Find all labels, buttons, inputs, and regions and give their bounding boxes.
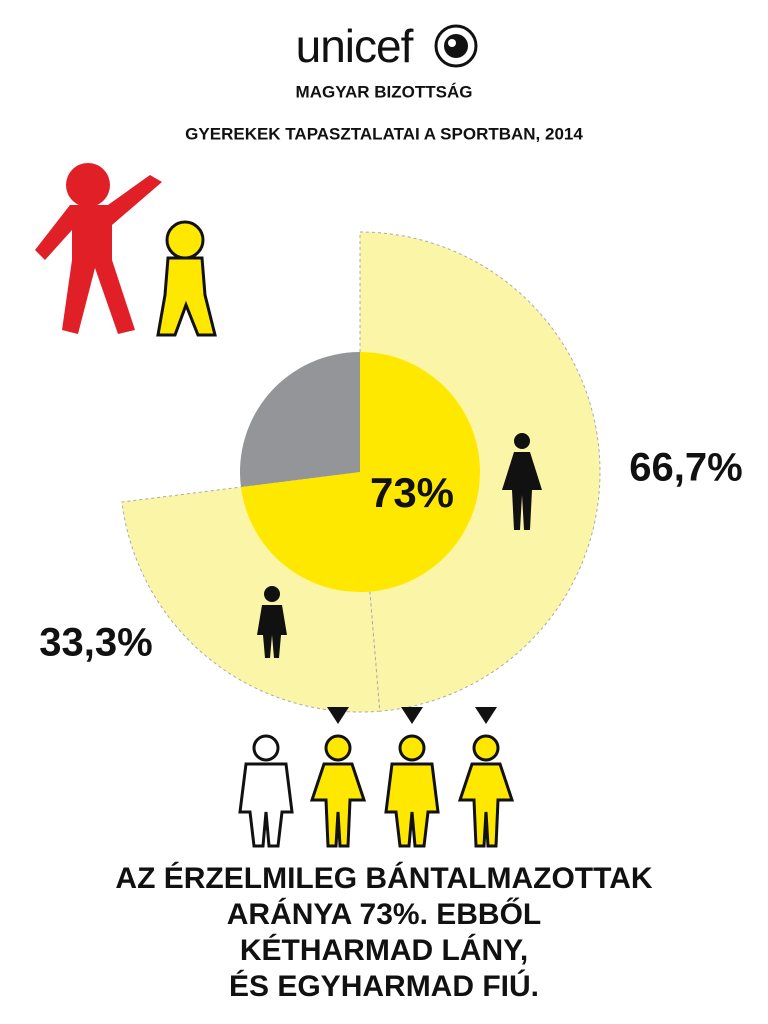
- female-icon: [502, 433, 542, 530]
- caption-line: ARÁNYA 73%. EBBŐL: [227, 897, 542, 931]
- marker-triangle: [327, 707, 349, 724]
- head: [324, 734, 352, 762]
- inner-label: 73%: [370, 469, 454, 516]
- outer-label: 33,3%: [39, 621, 152, 665]
- head: [472, 734, 500, 762]
- figure-red: [35, 163, 162, 334]
- marker-triangle: [401, 707, 423, 724]
- male-figure: [238, 734, 294, 848]
- outer-label: 66,7%: [629, 446, 742, 490]
- inner-wedge: [240, 352, 360, 488]
- female-figure: [457, 734, 515, 848]
- head: [252, 734, 280, 762]
- male-figure: [384, 734, 440, 848]
- body: [457, 762, 515, 848]
- pie: 73%: [121, 231, 601, 713]
- people-row: [238, 707, 515, 848]
- inner-wedge: [240, 352, 481, 592]
- body: [238, 762, 294, 848]
- marker-triangle: [475, 707, 497, 724]
- caption-line: ÉS EGYHARMAD FIÚ.: [229, 969, 539, 1003]
- figure-yellow: [156, 220, 217, 337]
- title: GYEREKEK TAPASZTALATAI A SPORTBAN, 2014: [185, 124, 583, 143]
- body: [384, 762, 440, 848]
- logo: unicef: [296, 20, 414, 72]
- caption-line: AZ ÉRZELMILEG BÁNTALMAZOTTAK: [115, 861, 652, 895]
- female-figure: [309, 734, 367, 848]
- logo-emblem: [434, 24, 478, 68]
- caption-line: KÉTHARMAD LÁNY,: [240, 933, 528, 967]
- logo-subtitle: MAGYAR BIZOTTSÁG: [296, 82, 473, 101]
- body: [309, 762, 367, 848]
- male-icon: [257, 586, 287, 658]
- head: [398, 734, 426, 762]
